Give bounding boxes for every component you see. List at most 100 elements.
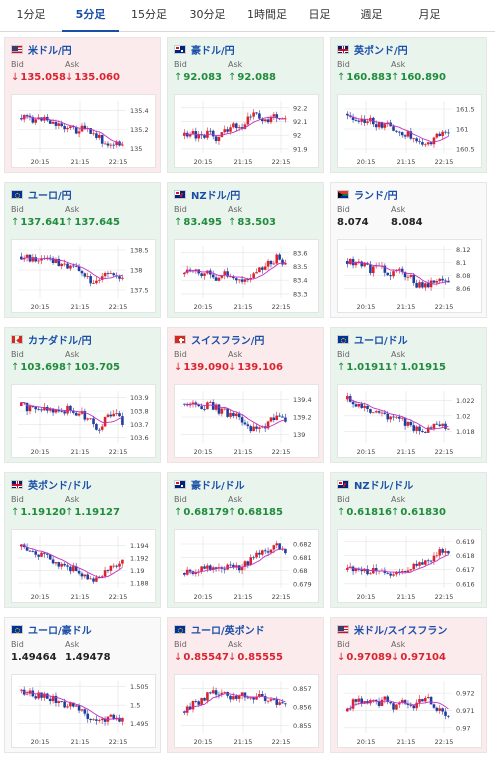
pair-name[interactable]: 英ポンド/円 bbox=[354, 45, 408, 57]
candle-body bbox=[383, 412, 387, 414]
mini-candlestick-chart[interactable]: 138.5 138 137.5 20:15 21:15 22:15 bbox=[11, 239, 156, 313]
mini-candlestick-chart[interactable]: 0.972 0.971 0.97 20:15 21:15 22:15 bbox=[337, 674, 482, 748]
mini-candlestick-chart[interactable]: 161.5 161 160.5 20:15 21:15 22:15 bbox=[337, 94, 482, 168]
candle-body bbox=[240, 692, 244, 696]
candle-body bbox=[72, 566, 75, 572]
candle-body bbox=[54, 122, 58, 126]
tab-timeframe[interactable]: 15分足 bbox=[131, 8, 167, 21]
pair-name[interactable]: ユーロ/円 bbox=[28, 190, 72, 202]
rate-card[interactable]: 英ポンド/円 Bid Ask ↑160.883 ↑160.890 161.5 161 160.… bbox=[330, 37, 487, 173]
rate-card[interactable]: ユーロ/豪ドル Bid Ask 1.49464 1.49478 1.505 1.5 1.495… bbox=[4, 617, 161, 753]
pair-name[interactable]: スイスフラン/円 bbox=[191, 335, 265, 347]
candle-body bbox=[406, 570, 410, 573]
candle-body bbox=[386, 572, 390, 574]
pair-name[interactable]: 米ドル/円 bbox=[28, 45, 72, 57]
ask-price: ↓135.060 bbox=[65, 72, 120, 83]
rate-card[interactable]: 米ドル/スイスフラン Bid Ask ↓0.97089 ↓0.97104 0.972 0.9… bbox=[330, 617, 487, 753]
rate-card[interactable]: 豪ドル/ドル Bid Ask ↑0.68179 ↑0.68185 0.682 0.681 0.… bbox=[167, 472, 324, 608]
mini-candlestick-chart[interactable]: 0.682 0.681 0.68 0.679 20:15 21:15 22:15 bbox=[174, 529, 319, 603]
candle-body bbox=[66, 405, 69, 414]
pair-name[interactable]: NZドル/ドル bbox=[354, 480, 414, 492]
candle-body bbox=[232, 276, 235, 279]
pair-name[interactable]: NZドル/円 bbox=[191, 190, 241, 202]
candle-body bbox=[374, 699, 378, 702]
rate-card[interactable]: NZドル/ドル Bid Ask ↑0.61816 ↑0.61830 0.619 0.618 0… bbox=[330, 472, 487, 608]
candle-body bbox=[232, 564, 235, 568]
rate-card[interactable]: 米ドル/円 Bid Ask ↓135.058 ↓135.060 135.4 135.2 135… bbox=[4, 37, 161, 173]
mini-candlestick-chart[interactable]: 83.6 83.5 83.4 83.3 20:15 21:15 22:15 bbox=[174, 239, 319, 313]
mini-candlestick-chart[interactable]: 135.4 135.2 135 20:15 21:15 22:15 bbox=[11, 94, 156, 168]
candle-body bbox=[266, 119, 270, 123]
candle-body bbox=[398, 131, 401, 133]
tab-timeframe[interactable]: 日足 bbox=[308, 8, 331, 21]
candle-body bbox=[354, 120, 358, 121]
candle-body bbox=[203, 409, 206, 410]
candle-body bbox=[255, 696, 258, 700]
mini-candlestick-chart[interactable]: 0.857 0.856 0.855 20:15 21:15 22:15 bbox=[174, 674, 319, 748]
mini-candlestick-chart[interactable]: 103.9 103.8 103.7 103.6 20:15 21:15 22:15 bbox=[11, 384, 156, 458]
tab-timeframe[interactable]: 1分足 bbox=[16, 8, 46, 21]
mini-candlestick-chart[interactable]: 92.2 92.1 92 91.9 20:15 21:15 22:15 bbox=[174, 94, 319, 168]
pair-name[interactable]: ユーロ/ドル bbox=[354, 335, 408, 347]
pair-name[interactable]: ユーロ/英ポンド bbox=[191, 625, 265, 637]
mini-candlestick-chart[interactable]: 8.12 8.1 8.08 8.06 20:15 21:15 22:15 bbox=[337, 239, 482, 313]
pair-name[interactable]: 米ドル/スイスフラン bbox=[354, 625, 448, 637]
candle-body bbox=[284, 703, 287, 705]
pair-name[interactable]: 豪ドル/円 bbox=[191, 45, 235, 57]
mini-candlestick-chart[interactable]: 1.505 1.5 1.495 20:15 21:15 22:15 bbox=[11, 674, 156, 748]
mini-candlestick-chart[interactable]: 0.619 0.618 0.617 0.616 20:15 21:15 22:15 bbox=[337, 529, 482, 603]
pair-name[interactable]: カナダドル/円 bbox=[28, 335, 92, 347]
candle-body bbox=[263, 696, 267, 701]
candle-body bbox=[272, 114, 276, 117]
pair-name[interactable]: 豪ドル/ドル bbox=[191, 480, 245, 492]
rate-card[interactable]: ランド/円 Bid Ask 8.074 8.084 8.12 8.1 8.08 8.06 20:1… bbox=[330, 182, 487, 318]
mini-candlestick-chart[interactable]: 139.4 139.2 139 20:15 21:15 22:15 bbox=[174, 384, 319, 458]
candle-body bbox=[351, 401, 355, 405]
candle-body bbox=[275, 543, 279, 546]
rate-card[interactable]: NZドル/円 Bid Ask ↑83.495 ↑83.503 83.6 83.5 83.4 83… bbox=[167, 182, 324, 318]
candle-body bbox=[51, 122, 55, 124]
candle-body bbox=[284, 548, 287, 554]
candle-body bbox=[100, 134, 104, 144]
rate-card[interactable]: 英ポンド/ドル Bid Ask ↑1.19120 ↑1.19127 1.194 1.192 1… bbox=[4, 472, 161, 608]
candle-body bbox=[444, 423, 447, 429]
candle-body bbox=[57, 701, 61, 703]
mini-candlestick-chart[interactable]: 1.194 1.192 1.19 1.188 20:15 21:15 22:15 bbox=[11, 529, 156, 603]
rate-card[interactable]: ユーロ/ドル Bid Ask ↑1.01911 ↑1.01915 1.022 1.02 1.0… bbox=[330, 327, 487, 463]
tab-timeframe[interactable]: 月足 bbox=[418, 8, 441, 21]
ask-label: Ask bbox=[228, 205, 243, 214]
tab-timeframe[interactable]: 30分足 bbox=[189, 8, 226, 21]
x-tick-label: 21:15 bbox=[71, 158, 90, 166]
pair-name[interactable]: 英ポンド/ドル bbox=[28, 480, 92, 492]
tab-timeframe[interactable]: 週足 bbox=[360, 8, 383, 21]
tab-timeframe[interactable]: 5分足 bbox=[62, 0, 119, 32]
candle-body bbox=[366, 263, 369, 265]
candle-body bbox=[48, 120, 52, 124]
pair-name[interactable]: ユーロ/豪ドル bbox=[28, 625, 92, 637]
candle-body bbox=[398, 268, 401, 270]
candle-body bbox=[240, 566, 244, 571]
candle-body bbox=[424, 560, 427, 565]
candle-body bbox=[115, 413, 118, 414]
candle-body bbox=[40, 409, 43, 411]
candle-body bbox=[40, 692, 43, 698]
candle-body bbox=[429, 280, 433, 288]
rate-card[interactable]: 豪ドル/円 Bid Ask ↑92.083 ↑92.088 92.2 92.1 92 91.9 2… bbox=[167, 37, 324, 173]
rate-card[interactable]: ユーロ/英ポンド Bid Ask ↓0.85547 ↓0.85555 0.857 0.856… bbox=[167, 617, 324, 753]
rate-card[interactable]: スイスフラン/円 Bid Ask ↓139.090 ↓139.106 139.4 139.2… bbox=[167, 327, 324, 463]
y-tick-label: 160.5 bbox=[456, 146, 475, 154]
eu-flag-icon bbox=[174, 624, 186, 634]
candle-body bbox=[392, 416, 395, 418]
rate-card[interactable]: ユーロ/円 Bid Ask ↑137.641 ↑137.645 138.5 138 137.5… bbox=[4, 182, 161, 318]
candle-body bbox=[424, 144, 427, 146]
candle-body bbox=[432, 137, 436, 145]
tab-timeframe[interactable]: 1時間足 bbox=[247, 8, 287, 21]
candle-body bbox=[229, 564, 232, 566]
candle-body bbox=[83, 411, 87, 420]
rate-card[interactable]: カナダドル/円 Bid Ask ↑103.698 ↑103.705 103.9 103.8 1… bbox=[4, 327, 161, 463]
candle-body bbox=[249, 697, 253, 699]
candle-body bbox=[206, 130, 209, 138]
candle-body bbox=[366, 405, 369, 410]
pair-name[interactable]: ランド/円 bbox=[354, 190, 398, 202]
mini-candlestick-chart[interactable]: 1.022 1.02 1.018 20:15 21:15 22:15 bbox=[337, 384, 482, 458]
